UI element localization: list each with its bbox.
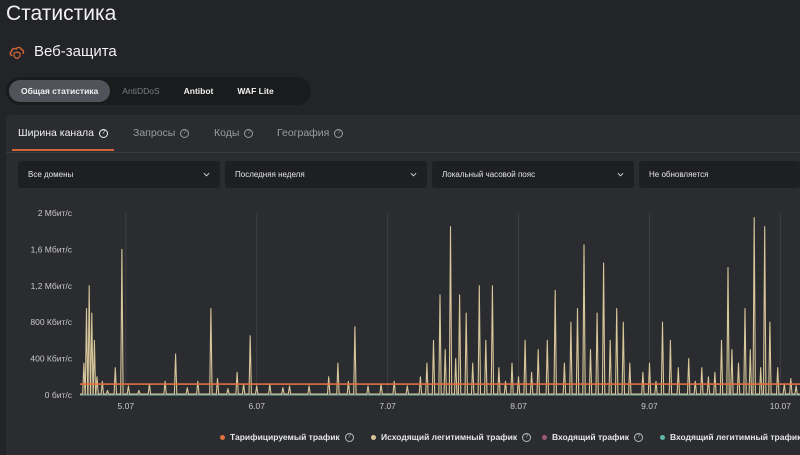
refresh-select[interactable]: Не обновляется bbox=[639, 161, 800, 188]
main-tabs: Общая статистика AntiDDoS Antibot WAF Li… bbox=[6, 77, 311, 105]
tab-geography[interactable]: География ? bbox=[277, 127, 344, 139]
legend-label: Входящий легитимный трафик bbox=[670, 432, 800, 442]
help-icon[interactable]: ? bbox=[180, 128, 190, 138]
x-tick-label: 6.07 bbox=[248, 401, 265, 411]
legend-dot bbox=[542, 434, 547, 440]
legend-item-incoming-legit[interactable]: Входящий легитимный трафик bbox=[660, 432, 800, 442]
cloud-shield-icon bbox=[8, 42, 26, 60]
sub-tabs: Ширина канала ? Запросы ? Коды ? Географ… bbox=[6, 115, 800, 153]
tab-antiddos[interactable]: AntiDDoS bbox=[122, 86, 160, 96]
help-icon[interactable]: ? bbox=[522, 432, 532, 442]
help-icon[interactable]: ? bbox=[99, 128, 109, 138]
y-tick-label: 1,2 Мбит/с bbox=[31, 281, 73, 291]
x-tick-label: 5.07 bbox=[118, 401, 135, 411]
bandwidth-chart: 5.07 6.07 7.07 8.07 9.07 10.07 0 бит/с 400 Кбит… bbox=[30, 208, 800, 411]
legend-dot bbox=[371, 434, 376, 440]
x-tick-label: 8.07 bbox=[510, 401, 527, 411]
tab-general-stats[interactable]: Общая статистика bbox=[9, 80, 111, 102]
y-tick-label: 1,6 Мбит/с bbox=[31, 244, 73, 254]
legend-label: Тарифицируемый трафик bbox=[230, 432, 340, 442]
timezone-select-value: Локальный часовой пояс bbox=[442, 170, 536, 179]
tab-requests-label: Запросы bbox=[133, 127, 176, 139]
domains-select[interactable]: Все домены bbox=[18, 161, 220, 188]
refresh-select-value: Не обновляется bbox=[649, 170, 709, 179]
active-tab-underline bbox=[12, 149, 114, 151]
legend-label: Входящий трафик bbox=[552, 432, 629, 442]
page-title: Статистика bbox=[6, 2, 117, 25]
help-icon[interactable]: ? bbox=[633, 432, 643, 442]
x-tick-label: 9.07 bbox=[641, 401, 658, 411]
y-tick-label: 400 Кбит/с bbox=[30, 354, 72, 364]
tab-waf-lite[interactable]: WAF Lite bbox=[237, 86, 274, 96]
tab-codes-label: Коды bbox=[214, 127, 240, 139]
x-tick-label: 10.07 bbox=[770, 401, 792, 411]
legend-item-billable[interactable]: Тарифицируемый трафик ? bbox=[220, 432, 354, 442]
chevron-down-icon bbox=[617, 172, 624, 177]
y-tick-label: 0 бит/с bbox=[45, 390, 73, 400]
tab-bandwidth-label: Ширина канала bbox=[18, 127, 95, 139]
timezone-select[interactable]: Локальный часовой пояс bbox=[432, 161, 634, 188]
y-tick-label: 800 Кбит/с bbox=[30, 317, 72, 327]
tab-requests[interactable]: Запросы ? bbox=[133, 127, 190, 139]
legend-dot bbox=[220, 434, 225, 440]
period-select-value: Последняя неделя bbox=[235, 170, 305, 179]
tab-geography-label: География bbox=[277, 127, 330, 139]
help-icon[interactable]: ? bbox=[344, 432, 354, 442]
y-tick-label: 2 Мбит/с bbox=[38, 208, 73, 218]
legend-dot bbox=[660, 434, 665, 440]
stats-panel: Ширина канала ? Запросы ? Коды ? Географ… bbox=[6, 115, 800, 455]
chevron-down-icon bbox=[203, 172, 210, 177]
help-icon[interactable]: ? bbox=[334, 128, 344, 138]
section-header: Веб-защита bbox=[8, 42, 117, 60]
domains-select-value: Все домены bbox=[28, 170, 74, 179]
chevron-down-icon bbox=[410, 172, 417, 177]
section-title: Веб-защита bbox=[34, 42, 117, 60]
help-icon[interactable]: ? bbox=[244, 128, 254, 138]
legend-label: Исходящий легитимный трафик bbox=[381, 432, 518, 442]
chart-legend: Тарифицируемый трафик ? Исходящий легити… bbox=[0, 432, 800, 446]
tab-antibot[interactable]: Antibot bbox=[183, 86, 214, 96]
tab-codes[interactable]: Коды ? bbox=[214, 127, 254, 139]
x-tick-label: 7.07 bbox=[379, 401, 396, 411]
series-line bbox=[80, 217, 800, 395]
tab-bandwidth[interactable]: Ширина канала ? bbox=[18, 127, 109, 139]
legend-item-outgoing-legit[interactable]: Исходящий легитимный трафик ? bbox=[371, 432, 532, 442]
period-select[interactable]: Последняя неделя bbox=[225, 161, 427, 188]
legend-item-incoming[interactable]: Входящий трафик ? bbox=[542, 432, 643, 442]
